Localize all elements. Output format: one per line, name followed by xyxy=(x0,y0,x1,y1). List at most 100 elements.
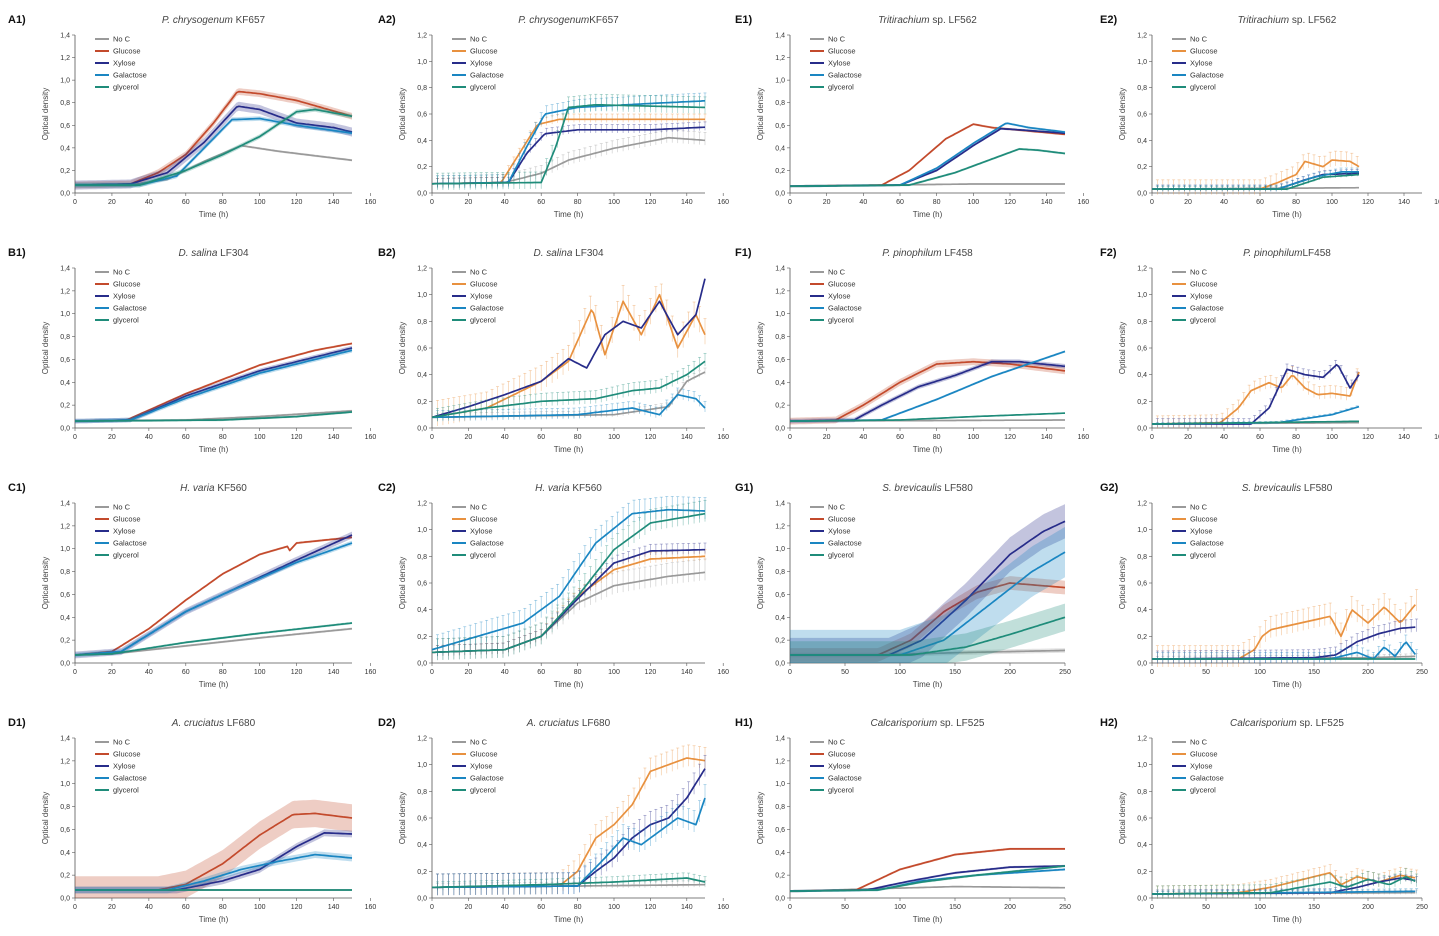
panel-title-species: H. varia xyxy=(535,483,570,494)
x-tick-label: 20 xyxy=(465,669,473,676)
x-tick-label: 160 xyxy=(717,669,729,676)
panel-title-species: P. chrysogenum xyxy=(162,15,233,26)
y-tick-label: 0,6 xyxy=(1137,581,1147,588)
x-tick-label: 100 xyxy=(967,434,979,441)
x-tick-label: 0 xyxy=(1150,199,1154,206)
x-tick-label: 40 xyxy=(501,669,509,676)
panel-title-strain: sp. LF562 xyxy=(1289,15,1337,26)
x-tick-label: 160 xyxy=(717,199,729,206)
y-tick-label: 0,8 xyxy=(417,319,427,326)
y-tick-label: 0,0 xyxy=(1137,896,1147,903)
x-tick-label: 250 xyxy=(1059,904,1071,911)
y-tick-label: 0,6 xyxy=(1137,112,1147,119)
legend-label: No C xyxy=(828,268,846,277)
y-tick-label: 0,4 xyxy=(417,138,427,145)
y-tick-label: 0,4 xyxy=(1137,372,1147,379)
panel-g2: G2) S. brevicaulis LF580 0,0 0,2 0,4 0,6 0,8 1,… xyxy=(1100,482,1428,689)
y-tick-label: 1,2 xyxy=(1137,33,1147,40)
x-tick-label: 20 xyxy=(823,199,831,206)
x-tick-label: 80 xyxy=(574,669,582,676)
series-line xyxy=(1152,173,1360,190)
panel-label: B2) xyxy=(378,247,396,259)
legend: No C Glucose Xylose Galactose glycerol xyxy=(1172,268,1224,325)
legend: No C Glucose Xylose Galactose glycerol xyxy=(95,35,147,92)
y-tick-label: 0,2 xyxy=(417,634,427,641)
series-galactose xyxy=(431,496,707,657)
legend-label: glycerol xyxy=(1190,83,1216,92)
x-tick-label: 20 xyxy=(1184,199,1192,206)
x-tick-label: 0 xyxy=(73,904,77,911)
panel-title-species: P. chrysogenum xyxy=(518,15,589,26)
y-tick-label: 0,6 xyxy=(775,357,785,364)
x-axis-title: Time (h) xyxy=(913,445,943,454)
legend-label: Galactose xyxy=(470,71,504,80)
legend-label: No C xyxy=(1190,268,1208,277)
series-line xyxy=(75,342,353,422)
y-tick-label: 1,4 xyxy=(775,266,785,273)
panel-title: Calcarisporium sp. LF525 xyxy=(1230,718,1344,729)
legend-label: Galactose xyxy=(1190,71,1224,80)
x-tick-label: 40 xyxy=(859,434,867,441)
series-line xyxy=(75,144,353,186)
y-tick-label: 0,6 xyxy=(60,123,70,130)
legend-label: Glucose xyxy=(470,280,498,289)
panel-title-strain: KF560 xyxy=(570,483,603,494)
series-glycerol xyxy=(790,603,1066,663)
y-tick-label: 0,8 xyxy=(60,804,70,811)
x-axis-title: Time (h) xyxy=(913,915,943,924)
y-tick-label: 0,8 xyxy=(60,569,70,576)
panel-f1: F1) P. pinophilum LF458 0,0 0,2 0,4 0,6 0,8 1,0… xyxy=(735,247,1089,454)
series-line xyxy=(432,103,705,185)
x-tick-label: 100 xyxy=(608,199,620,206)
y-axis-title: Optical density xyxy=(41,322,50,374)
series-band xyxy=(75,107,352,188)
legend-label: Xylose xyxy=(470,292,493,301)
series-line xyxy=(790,127,1066,188)
y-tick-label: 0,4 xyxy=(417,607,427,614)
y-tick-label: 0,4 xyxy=(417,372,427,379)
x-tick-label: 140 xyxy=(328,434,340,441)
x-tick-label: 150 xyxy=(949,904,961,911)
panel-title: H. varia KF560 xyxy=(535,483,602,494)
panel-title-strain: LF580 xyxy=(1301,483,1333,494)
legend-label: Galactose xyxy=(113,304,147,313)
series-line xyxy=(432,393,706,419)
y-tick-label: 1,2 xyxy=(1137,736,1147,743)
legend: No C Glucose Xylose Galactose glycerol xyxy=(452,738,504,795)
series-no-c xyxy=(432,558,707,661)
y-tick-label: 0,0 xyxy=(417,191,427,198)
y-tick-label: 1,2 xyxy=(60,758,70,765)
series-glycerol xyxy=(75,107,353,188)
legend-label: Galactose xyxy=(828,71,862,80)
y-tick-label: 0,0 xyxy=(417,661,427,668)
series-line xyxy=(1152,420,1360,425)
x-tick-label: 140 xyxy=(681,199,693,206)
series-line xyxy=(1152,876,1416,895)
legend-label: glycerol xyxy=(828,786,854,795)
legend-label: Glucose xyxy=(828,47,856,56)
y-tick-label: 0,0 xyxy=(60,191,70,198)
y-tick-label: 1,2 xyxy=(60,523,70,530)
y-tick-label: 0,8 xyxy=(1137,789,1147,796)
x-tick-label: 60 xyxy=(182,669,190,676)
y-axis-title: Optical density xyxy=(1118,557,1127,609)
x-tick-label: 0 xyxy=(788,199,792,206)
legend: No C Glucose Xylose Galactose glycerol xyxy=(1172,503,1224,560)
legend-label: glycerol xyxy=(1190,786,1216,795)
series-line xyxy=(1152,641,1416,660)
series-glycerol xyxy=(432,93,707,191)
y-axis-title: Optical density xyxy=(398,557,407,609)
legend-label: No C xyxy=(1190,738,1208,747)
legend: No C Glucose Xylose Galactose glycerol xyxy=(452,268,504,325)
y-tick-label: 0,6 xyxy=(775,592,785,599)
y-tick-label: 0,8 xyxy=(775,804,785,811)
x-tick-label: 120 xyxy=(645,669,657,676)
series-line xyxy=(75,105,353,186)
x-tick-label: 120 xyxy=(1362,199,1374,206)
panel-f2: F2) P. pinophilumLF458 0,0 0,2 0,4 0,6 0,8 1,0 1… xyxy=(1100,247,1439,454)
x-axis-title: Time (h) xyxy=(554,680,584,689)
legend-label: glycerol xyxy=(470,551,496,560)
y-tick-label: 1,2 xyxy=(775,288,785,295)
x-tick-label: 0 xyxy=(1150,904,1154,911)
panel-d2: D2) A. cruciatus LF680 0,0 0,2 0,4 0,6 0,8 1,0 1… xyxy=(378,717,729,924)
